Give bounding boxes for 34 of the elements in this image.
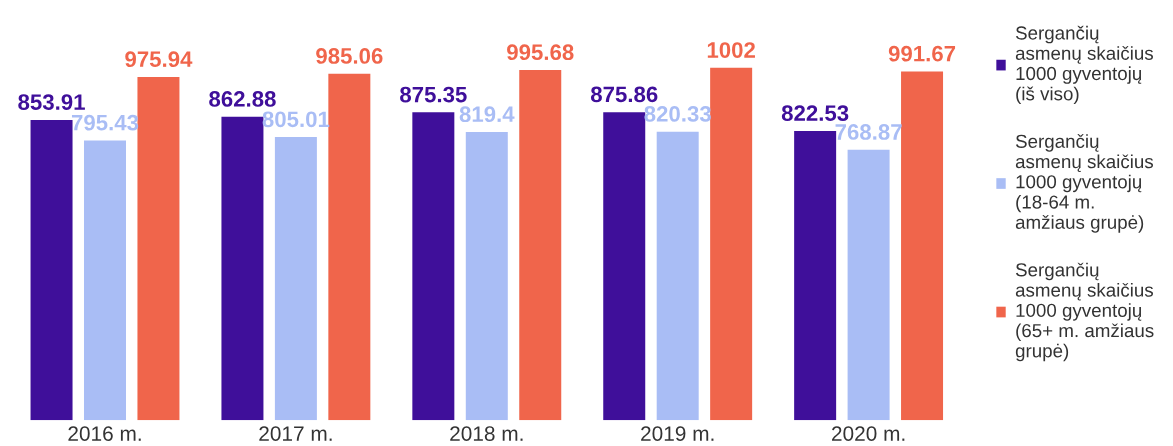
legend-label: Sergančių asmenų skaičius 1000 gyventojų (iš viso) bbox=[1015, 25, 1154, 105]
x-tick-label: 2017 m. bbox=[259, 426, 332, 441]
bar bbox=[274, 137, 317, 421]
data-label: 875.86 bbox=[590, 86, 658, 103]
x-tick-label: 2018 m. bbox=[450, 426, 523, 441]
bar bbox=[603, 112, 646, 421]
bar bbox=[137, 76, 180, 421]
legend-label: Sergančių asmenų skaičius 1000 gyventojų (18-64 m. amžiaus grupė) bbox=[1015, 134, 1154, 233]
bar bbox=[710, 67, 753, 421]
bar bbox=[30, 119, 73, 421]
data-label: 985.06 bbox=[316, 48, 383, 64]
bar bbox=[465, 132, 508, 421]
x-tick-label: 2020 m. bbox=[832, 426, 905, 441]
data-label: 822.53 bbox=[781, 105, 849, 122]
x-tick-label: 2016 m. bbox=[68, 426, 141, 441]
data-label: 991.67 bbox=[888, 45, 956, 62]
bar bbox=[328, 73, 371, 421]
bar bbox=[519, 70, 562, 421]
bar bbox=[221, 116, 264, 421]
data-label: 975.94 bbox=[125, 51, 193, 68]
bar bbox=[794, 130, 837, 421]
legend-label: Sergančių asmenų skaičius 1000 gyventojų (65+ m. amžiaus grupė) bbox=[1015, 262, 1154, 362]
data-label: 1002 bbox=[707, 42, 755, 58]
data-label: 875.35 bbox=[400, 86, 467, 103]
bar bbox=[84, 140, 126, 421]
bar bbox=[412, 112, 455, 421]
data-label: 995.68 bbox=[507, 44, 574, 61]
bar bbox=[847, 149, 890, 421]
data-label: 853.91 bbox=[18, 94, 85, 110]
x-tick-label: 2019 m. bbox=[641, 426, 714, 441]
bar bbox=[901, 71, 944, 421]
bar bbox=[656, 131, 699, 421]
data-label: 819.4 bbox=[459, 106, 515, 123]
data-label: 862.88 bbox=[209, 91, 276, 107]
